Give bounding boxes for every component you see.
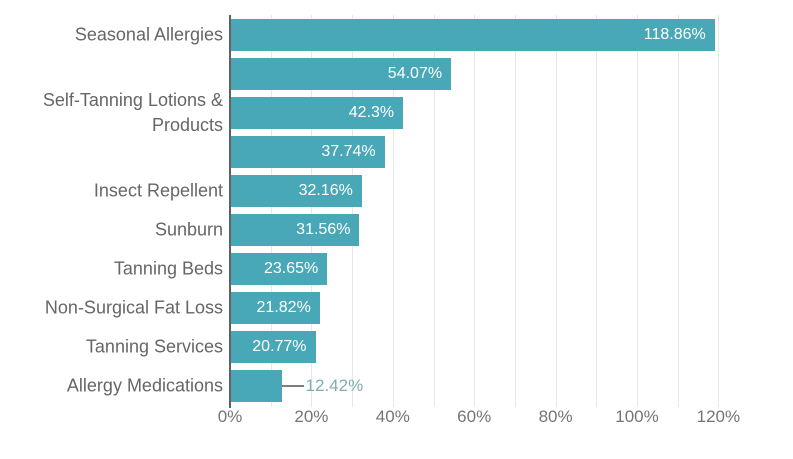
gridline: [433, 15, 435, 407]
value-label: 12.42%: [305, 375, 364, 395]
value-label: 21.82%: [256, 298, 311, 316]
value-label: 23.65%: [263, 259, 319, 277]
gridline: [270, 15, 272, 407]
bar[interactable]: [231, 369, 282, 402]
value-label-outside: 12.42%: [281, 370, 364, 402]
category-label: Allergy Medications: [66, 375, 223, 395]
value-label: 54.07%: [387, 64, 443, 82]
bar[interactable]: 118.86%: [231, 18, 715, 51]
gridline: [392, 15, 394, 407]
gridline: [596, 15, 598, 407]
gridline: [677, 15, 679, 407]
bar[interactable]: 54.07%: [231, 57, 452, 90]
category-label: Tanning Services: [85, 336, 223, 356]
bar[interactable]: 42.3%: [231, 96, 404, 129]
value-label: 31.56%: [296, 220, 351, 238]
x-tick-label: 40%: [375, 407, 410, 426]
bar[interactable]: 37.74%: [231, 135, 385, 168]
x-tick-label: 0%: [217, 407, 243, 426]
bar[interactable]: 32.16%: [231, 174, 362, 207]
value-label: 118.86%: [643, 25, 706, 43]
x-tick-label: 60%: [457, 407, 492, 426]
x-tick-label: 100%: [615, 407, 659, 426]
gridline: [311, 15, 313, 407]
gridline: [474, 15, 476, 407]
gridline: [352, 15, 354, 407]
x-tick-label: 120%: [696, 407, 741, 426]
gridline: [514, 15, 516, 407]
category-label: Non-Surgical Fat Loss: [44, 297, 223, 317]
gridline: [637, 15, 638, 407]
gridline: [555, 15, 557, 407]
gridline: [718, 15, 720, 407]
category-label: Self-Tanning Lotions & Products: [42, 89, 223, 135]
category-label: Insect Repellent: [93, 180, 223, 200]
value-label: 42.3%: [348, 103, 395, 121]
x-tick-label: 80%: [538, 407, 573, 426]
bar[interactable]: 31.56%: [231, 213, 360, 246]
category-label: Tanning Beds: [113, 258, 223, 278]
value-label: 32.16%: [298, 181, 353, 199]
category-label: Sunburn: [154, 219, 223, 239]
leader-line: [281, 384, 304, 387]
value-label: 37.74%: [321, 142, 376, 160]
bar[interactable]: 23.65%: [231, 252, 328, 285]
value-label: 20.77%: [252, 337, 307, 355]
category-label: Seasonal Allergies: [74, 24, 223, 44]
bar[interactable]: 20.77%: [231, 330, 316, 363]
bar[interactable]: 21.82%: [231, 291, 320, 324]
y-axis-line: [229, 15, 231, 408]
x-tick-label: 20%: [294, 407, 329, 426]
